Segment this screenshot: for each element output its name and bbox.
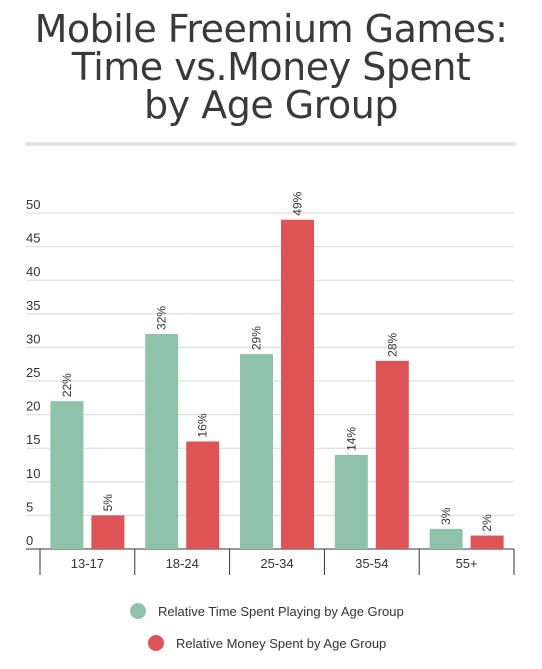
- bar-money: [470, 535, 504, 549]
- legend-label-money: Relative Money Spent by Age Group: [176, 635, 387, 651]
- data-label: 28%: [385, 332, 399, 356]
- bar-money: [281, 219, 314, 549]
- data-label: 32%: [155, 306, 169, 330]
- x-tick-label: 25-34: [260, 556, 293, 571]
- bar-chart: 0 5 10 15 20 25 30 35 40 45 50 13-17 22% 5% 18-24 32% 16…: [26, 191, 515, 575]
- data-label: 29%: [250, 326, 264, 350]
- y-tick-label: 20: [26, 399, 40, 414]
- y-tick-label: 25: [26, 365, 40, 380]
- bar-time: [240, 354, 273, 549]
- bar-time: [334, 454, 368, 549]
- data-label: 2%: [480, 514, 494, 532]
- chart-title: Mobile Freemium Games: Time vs.Money Spe…: [0, 10, 542, 124]
- bar-time: [145, 333, 179, 549]
- bar-time: [429, 528, 463, 549]
- bar-money: [91, 515, 125, 549]
- x-tick-label: 18-24: [166, 556, 199, 571]
- data-label: 3%: [439, 507, 453, 525]
- legend-label-time: Relative Time Spent Playing by Age Group: [158, 603, 404, 619]
- y-tick-label: 50: [26, 197, 40, 212]
- y-tick-label: 10: [26, 466, 40, 481]
- data-label: 14%: [344, 427, 358, 451]
- data-label: 16%: [196, 413, 210, 437]
- chart-title-line-2: Time vs.Money Spent: [71, 45, 471, 89]
- chart-title-line-3: by Age Group: [144, 83, 398, 127]
- y-tick-label: 35: [26, 298, 40, 313]
- x-tick-label: 13-17: [71, 556, 104, 571]
- legend-item-time: Relative Time Spent Playing by Age Group: [130, 603, 404, 619]
- y-tick-label: 15: [26, 432, 40, 447]
- legend-swatch-money: [148, 635, 164, 651]
- x-tick-label: 55+: [456, 556, 478, 571]
- chart-title-line-1: Mobile Freemium Games:: [34, 7, 508, 51]
- y-tick-label: 0: [26, 533, 33, 548]
- bar-money: [186, 441, 220, 549]
- y-tick-label: 30: [26, 331, 40, 346]
- legend-item-money: Relative Money Spent by Age Group: [148, 635, 386, 651]
- x-tick-label: 35-54: [355, 556, 388, 571]
- bar-time: [50, 401, 84, 549]
- data-label: 5%: [101, 494, 115, 512]
- y-tick-label: 5: [26, 499, 33, 514]
- data-label: 49%: [291, 191, 305, 215]
- data-label: 22%: [60, 373, 74, 397]
- legend-swatch-time: [130, 603, 146, 619]
- y-tick-label: 40: [26, 264, 40, 279]
- bar-money: [375, 360, 409, 549]
- title-divider: [26, 142, 516, 146]
- y-tick-label: 45: [26, 231, 40, 246]
